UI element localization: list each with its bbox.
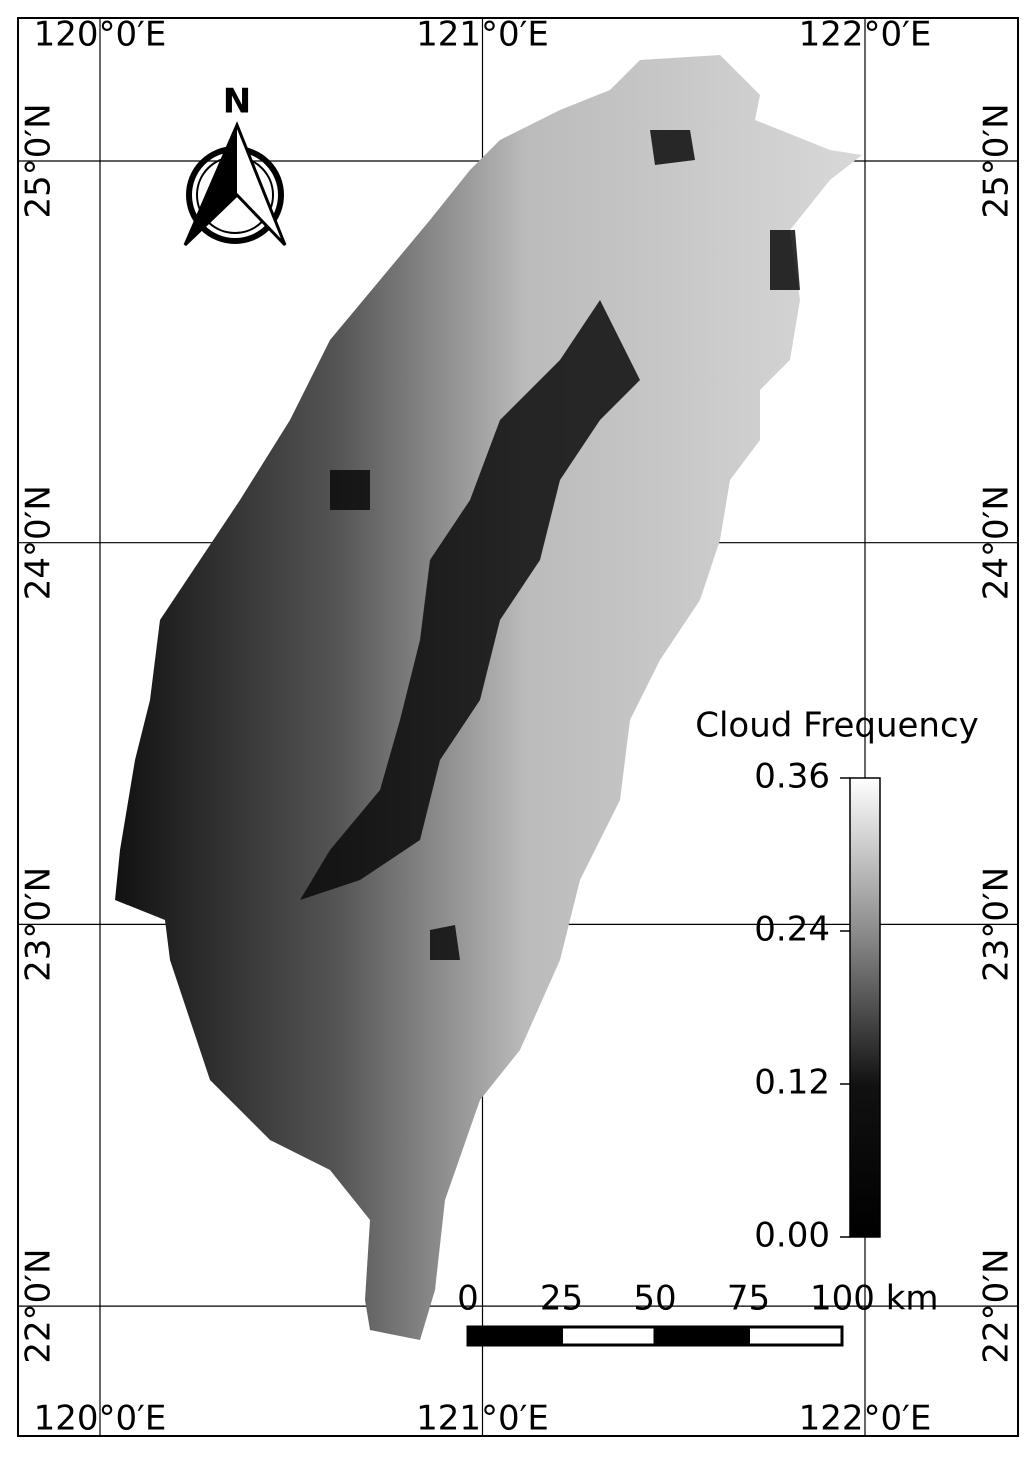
scale-label: 25 — [540, 1279, 583, 1319]
longitude-label: 120°0′E — [34, 1399, 167, 1439]
latitude-label: 25°0′N — [977, 103, 1017, 218]
color-bar — [849, 777, 881, 1238]
legend-tick-label: 0.36 — [754, 757, 830, 797]
scale-label: 50 — [633, 1279, 676, 1319]
legend-title: Cloud Frequency — [695, 706, 979, 746]
longitude-label: 122°0′E — [799, 15, 932, 55]
latitude-label: 22°0′N — [19, 1249, 59, 1364]
legend-tick-label: 0.00 — [754, 1216, 830, 1256]
latitude-label: 23°0′N — [19, 867, 59, 982]
scale-segment — [747, 1325, 844, 1347]
island — [115, 55, 862, 1340]
latitude-label: 24°0′N — [977, 485, 1017, 600]
latitude-label: 23°0′N — [977, 867, 1017, 982]
scale-segment — [560, 1325, 657, 1347]
latitude-label: 25°0′N — [19, 103, 59, 218]
legend-tick-label: 0.24 — [754, 910, 830, 950]
longitude-label: 122°0′E — [799, 1399, 932, 1439]
scale-bar: 0 25 50 75 100 km — [457, 1279, 939, 1347]
longitude-label: 120°0′E — [34, 15, 167, 55]
scale-label: 75 — [727, 1279, 770, 1319]
scale-segment — [653, 1325, 750, 1347]
scale-label: 0 — [457, 1279, 479, 1319]
scale-label: 100 km — [810, 1279, 939, 1319]
legend-tick-label: 0.12 — [754, 1063, 830, 1103]
longitude-label: 121°0′E — [416, 15, 549, 55]
scale-segment — [466, 1325, 563, 1347]
longitude-label: 121°0′E — [416, 1399, 549, 1439]
north-label: N — [223, 82, 251, 122]
north-arrow: N — [183, 82, 287, 247]
graticule: 120°0′E 120°0′E 121°0′E 121°0′E 122°0′E 122°0… — [18, 15, 1018, 1439]
latitude-label: 22°0′N — [977, 1249, 1017, 1364]
latitude-label: 24°0′N — [19, 485, 59, 600]
mountain-shading — [300, 130, 800, 960]
legend-ticks: 0.00 0.12 0.24 0.36 — [754, 757, 850, 1256]
